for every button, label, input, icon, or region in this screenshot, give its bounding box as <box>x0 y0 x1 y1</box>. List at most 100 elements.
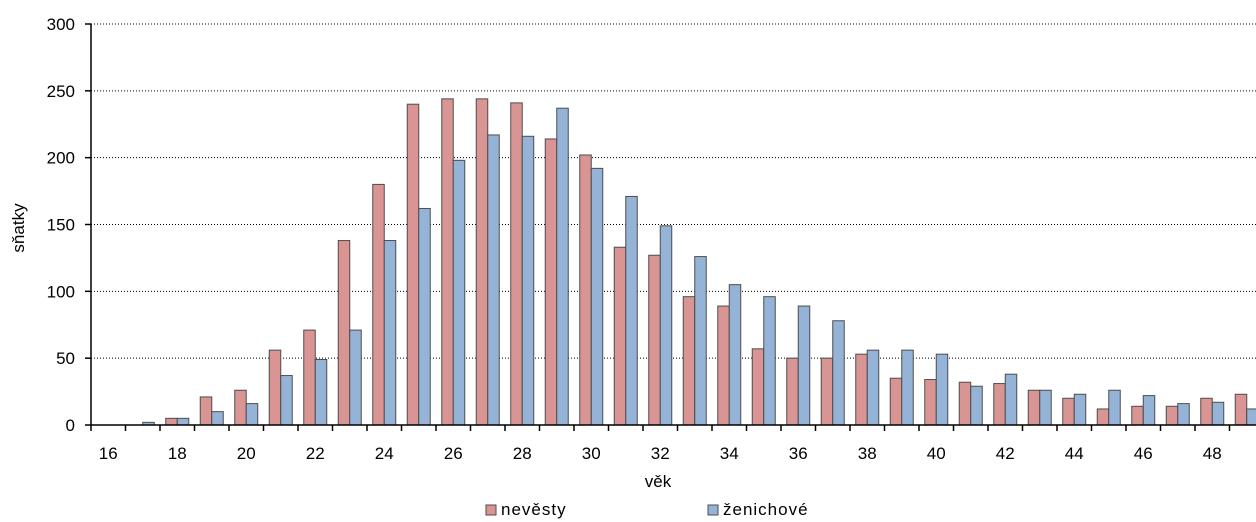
bar-nevesty <box>855 353 868 426</box>
bar-zenichove <box>1211 401 1225 426</box>
x-tick-label: 42 <box>996 444 1015 463</box>
y-tick-label: 250 <box>47 82 75 101</box>
bar-nevesty <box>199 396 213 426</box>
bar-nevesty <box>475 98 489 426</box>
bar-zenichove <box>349 329 362 426</box>
legend-label: nevěsty <box>501 500 567 519</box>
legend: nevěsty ženichové <box>485 500 809 519</box>
bar-zenichove <box>1246 408 1256 426</box>
y-tick-label: 0 <box>66 416 75 435</box>
bar-nevesty <box>993 383 1006 426</box>
x-tick-label: 32 <box>651 444 670 463</box>
bar-nevesty <box>648 254 661 426</box>
bar-zenichove <box>280 375 293 426</box>
y-tick-label: 200 <box>47 149 75 168</box>
bar-zenichove <box>1108 389 1121 426</box>
bar-zenichove <box>659 225 673 426</box>
x-tick-label: 16 <box>99 444 118 463</box>
y-tick-label: 150 <box>47 216 75 235</box>
bar-nevesty <box>1096 408 1110 426</box>
bar-nevesty <box>268 349 282 426</box>
legend-swatch <box>485 504 497 516</box>
x-tick-label: 44 <box>1065 444 1084 463</box>
bar-zenichove <box>728 284 742 426</box>
y-tick-label: 50 <box>56 349 75 368</box>
x-tick-label: 38 <box>858 444 877 463</box>
bar-nevesty <box>820 357 834 426</box>
bar-zenichove <box>211 411 224 426</box>
bar-nevesty <box>1131 405 1144 426</box>
bar-zenichove <box>176 417 190 426</box>
bar-nevesty <box>1200 397 1213 426</box>
grid <box>91 23 1256 359</box>
bar-zenichove <box>245 403 259 426</box>
bar-nevesty <box>441 98 454 426</box>
x-tick-label: 24 <box>375 444 394 463</box>
legend-label: ženichové <box>723 500 809 519</box>
x-tick-label: 22 <box>306 444 325 463</box>
bar-nevesty <box>717 305 730 426</box>
y-axis-title: sňatky <box>9 203 28 253</box>
bar-nevesty <box>234 389 247 426</box>
bar-nevesty <box>303 329 316 426</box>
x-tick-label: 46 <box>1134 444 1153 463</box>
x-tick-label: 26 <box>444 444 463 463</box>
bar-zenichove <box>383 240 397 426</box>
bars <box>142 98 1256 426</box>
bar-zenichove <box>521 135 535 426</box>
bar-nevesty <box>889 377 903 426</box>
x-tick-label: 34 <box>720 444 739 463</box>
x-tick-label: 48 <box>1203 444 1222 463</box>
bar-zenichove <box>866 349 880 426</box>
bar-zenichove <box>1142 395 1156 426</box>
bar-zenichove <box>487 134 500 426</box>
bar-nevesty <box>1062 397 1075 426</box>
legend-swatch <box>707 504 719 516</box>
bar-nevesty <box>406 103 420 426</box>
bar-zenichove <box>625 195 638 426</box>
bar-zenichove <box>1073 393 1087 426</box>
bar-nevesty <box>1165 405 1179 426</box>
bar-nevesty <box>751 348 765 426</box>
x-tick-label: 36 <box>789 444 808 463</box>
bar-nevesty <box>1234 393 1248 426</box>
bar-zenichove <box>935 353 949 426</box>
bar-nevesty <box>544 138 558 426</box>
bar-nevesty <box>165 417 178 426</box>
bar-zenichove <box>1004 373 1018 426</box>
bar-nevesty <box>924 379 937 426</box>
y-tick-labels: 0 50 100 150 200 250 300 <box>47 15 75 435</box>
bar-zenichove <box>694 256 707 426</box>
bar-zenichove <box>590 167 604 426</box>
axes <box>85 23 1256 431</box>
bar-nevesty <box>510 102 523 426</box>
x-tick-label: 30 <box>582 444 601 463</box>
y-tick-label: 300 <box>47 15 75 34</box>
x-tick-labels: 16 18 20 22 24 26 28 30 32 34 36 38 40 42 44 46 48 <box>99 444 1222 463</box>
bar-zenichove <box>832 320 845 426</box>
bar-zenichove <box>763 296 776 426</box>
bar-zenichove <box>1039 389 1052 426</box>
bar-nevesty <box>337 240 351 426</box>
bar-zenichove <box>901 349 914 426</box>
bar-nevesty <box>786 357 799 426</box>
bar-nevesty <box>1027 389 1041 426</box>
bar-nevesty <box>579 154 592 426</box>
bar-nevesty <box>682 296 696 426</box>
x-tick-label: 28 <box>513 444 532 463</box>
bar-nevesty <box>372 183 385 426</box>
bar-zenichove <box>1177 403 1190 426</box>
bar-zenichove <box>314 359 328 426</box>
bar-nevesty <box>958 381 972 426</box>
bar-zenichove <box>418 207 431 426</box>
x-tick-label: 18 <box>168 444 187 463</box>
y-tick-label: 100 <box>47 282 75 301</box>
x-tick-label: 40 <box>927 444 946 463</box>
bar-nevesty <box>613 246 627 426</box>
bar-zenichove <box>452 159 466 426</box>
x-axis-title: věk <box>645 472 672 491</box>
bar-zenichove <box>556 107 569 426</box>
x-tick-label: 20 <box>237 444 256 463</box>
